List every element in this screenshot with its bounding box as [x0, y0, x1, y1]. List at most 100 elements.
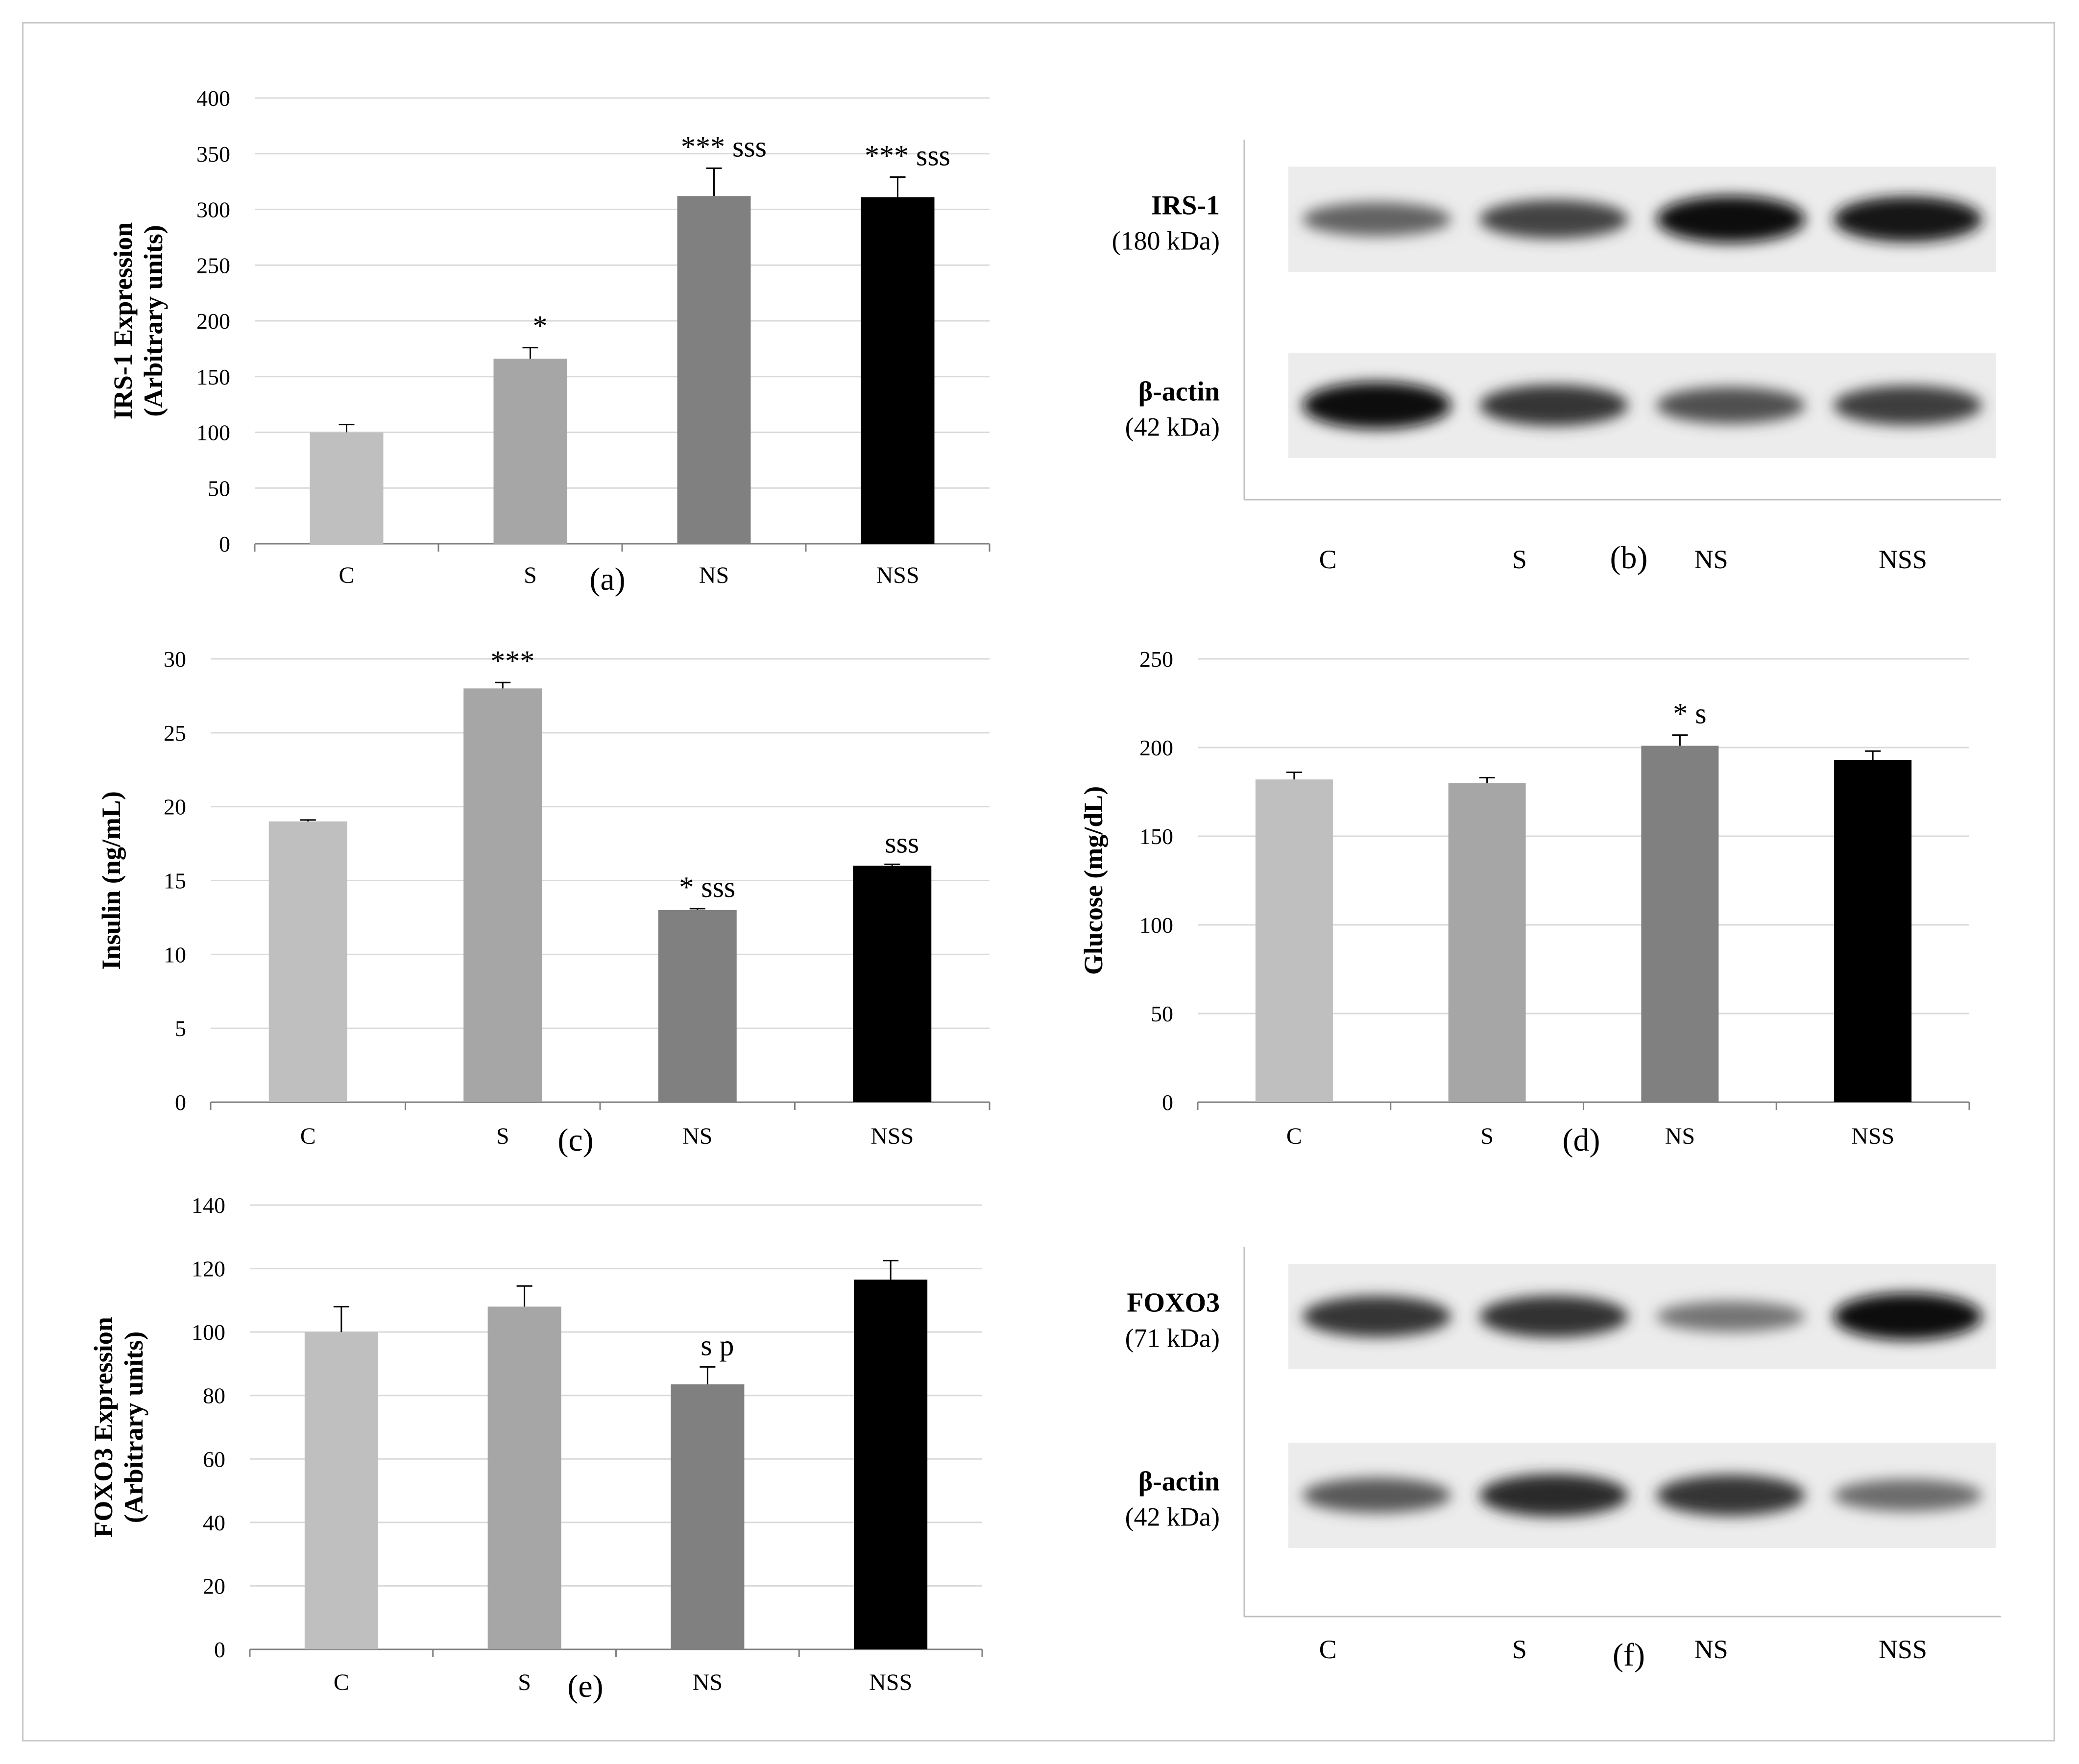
significance-label-NSS: sss — [885, 826, 919, 859]
y-axis-title: (Arbitrary units) — [119, 1331, 148, 1523]
bar-S — [493, 359, 567, 544]
y-tick-label: 140 — [192, 1193, 225, 1218]
blot-band-S — [1479, 1474, 1628, 1517]
bar-NSS — [853, 866, 932, 1102]
y-tick-label: 100 — [192, 1320, 225, 1345]
blot-band-C — [1302, 1477, 1451, 1513]
chart-a: 0 50 100 150 200 250 300 350 400 C S * NS *** sss NSS *… — [108, 86, 991, 597]
blot-band-NSS — [1833, 196, 1982, 242]
y-tick-label: 50 — [208, 476, 230, 501]
y-axis-title: Glucose (mg/dL) — [1079, 786, 1108, 975]
bar-NSS — [854, 1280, 928, 1649]
blot-f: FOXO3 (71 kDa) β-actin (42 kDa) C S NS NSS (f) — [1125, 1247, 2001, 1673]
blot-band-S — [1479, 199, 1628, 239]
y-tick-label: 0 — [175, 1090, 186, 1115]
bar-NS — [658, 910, 737, 1102]
y-axis-title: IRS-1 Expression — [108, 222, 138, 420]
category-label-C: C — [1286, 1123, 1302, 1149]
blot-band-NS — [1656, 195, 1805, 243]
lane-label-NS: NS — [1694, 545, 1728, 574]
category-label-NS: NS — [693, 1669, 723, 1695]
y-tick-label: 300 — [196, 197, 230, 222]
y-axis-title: Insulin (ng/mL) — [97, 791, 126, 970]
panel-label-e: (e) — [567, 1668, 603, 1704]
y-tick-label: 0 — [214, 1637, 225, 1662]
y-tick-label: 200 — [1139, 735, 1173, 760]
y-tick-label: 0 — [1162, 1090, 1173, 1115]
bar-C — [310, 432, 384, 544]
y-tick-label: 150 — [196, 364, 230, 389]
y-tick-label: 100 — [1139, 913, 1173, 938]
blot-b: IRS-1 (180 kDa) β-actin (42 kDa) C S NS NSS (b) — [1112, 140, 2001, 576]
blot-band-S — [1479, 1295, 1628, 1338]
y-tick-label: 80 — [203, 1383, 225, 1408]
blot-protein-label: FOXO3 — [1127, 1288, 1220, 1318]
category-label-S: S — [518, 1669, 531, 1695]
bar-NS — [671, 1384, 745, 1649]
significance-label-NS: * s — [1673, 698, 1706, 730]
panel-label-d: (d) — [1563, 1122, 1600, 1158]
significance-label-NSS: *** sss — [865, 140, 950, 172]
y-tick-label: 5 — [175, 1016, 186, 1041]
bar-S — [463, 688, 542, 1102]
category-label-NSS: NSS — [870, 1123, 914, 1149]
blot-protein-label: β-actin — [1138, 1467, 1220, 1497]
chart-d: 0 50 100 150 200 250 C S NS * s NSS Glucose (mg/dL)… — [1079, 647, 1970, 1158]
y-tick-label: 20 — [164, 795, 186, 820]
y-tick-label: 250 — [1139, 647, 1173, 672]
blot-band-NSS — [1833, 1479, 1982, 1512]
y-tick-label: 10 — [164, 942, 186, 967]
blot-kda-label: (180 kDa) — [1112, 226, 1220, 256]
panel-label-f: (f) — [1613, 1637, 1645, 1673]
panel-label-b: (b) — [1610, 540, 1648, 576]
category-label-S: S — [524, 562, 537, 588]
category-label-NSS: NSS — [876, 562, 919, 588]
y-tick-label: 200 — [196, 309, 230, 334]
panel-label-c: (c) — [557, 1122, 593, 1158]
lane-label-S: S — [1512, 1635, 1527, 1664]
blot-band-C — [1302, 382, 1451, 429]
blot-kda-label: (42 kDa) — [1125, 1502, 1220, 1532]
y-tick-label: 150 — [1139, 824, 1173, 849]
bar-C — [268, 821, 347, 1102]
bar-C — [304, 1332, 378, 1649]
significance-label-S: * — [533, 310, 548, 342]
y-tick-label: 20 — [203, 1573, 225, 1598]
bar-NS — [677, 196, 751, 544]
category-label-C: C — [334, 1669, 349, 1695]
category-label-S: S — [1480, 1123, 1494, 1149]
blot-band-NS — [1656, 1301, 1805, 1332]
category-label-NS: NS — [682, 1123, 712, 1149]
blot-band-NS — [1656, 1474, 1805, 1516]
y-axis-title: (Arbitrary units) — [139, 225, 168, 416]
chart-c: 0 5 10 15 20 25 30 C S *** NS * sss NSS sss Insulin (n… — [97, 645, 991, 1158]
blot-band-C — [1302, 202, 1451, 236]
lane-label-S: S — [1512, 545, 1527, 574]
bar-NS — [1641, 746, 1719, 1102]
bar-S — [487, 1306, 561, 1649]
y-tick-label: 350 — [196, 142, 230, 167]
lane-label-NSS: NSS — [1879, 545, 1927, 574]
blot-kda-label: (71 kDa) — [1125, 1324, 1220, 1353]
y-tick-label: 30 — [164, 647, 186, 672]
blot-band-NSS — [1833, 1293, 1982, 1340]
figure-frame — [22, 22, 2055, 1741]
category-label-NSS: NSS — [1851, 1123, 1894, 1149]
y-tick-label: 25 — [164, 721, 186, 746]
blot-band-C — [1302, 1296, 1451, 1337]
y-tick-label: 400 — [196, 86, 230, 111]
y-tick-label: 50 — [1151, 1001, 1173, 1026]
y-tick-label: 100 — [196, 420, 230, 445]
y-axis-title: FOXO3 Expression — [89, 1317, 118, 1538]
bar-C — [1255, 779, 1333, 1102]
chart-e: 0 20 40 60 80 100 120 140 C S NS s p NSS FOXO3 Expres… — [89, 1193, 983, 1704]
category-label-C: C — [300, 1123, 316, 1149]
blot-band-S — [1479, 385, 1628, 426]
lane-label-C: C — [1319, 545, 1337, 574]
bar-NSS — [1834, 760, 1912, 1102]
blot-band-NSS — [1833, 386, 1982, 425]
blot-kda-label: (42 kDa) — [1125, 412, 1220, 442]
y-tick-label: 120 — [192, 1257, 225, 1281]
category-label-S: S — [496, 1123, 509, 1149]
